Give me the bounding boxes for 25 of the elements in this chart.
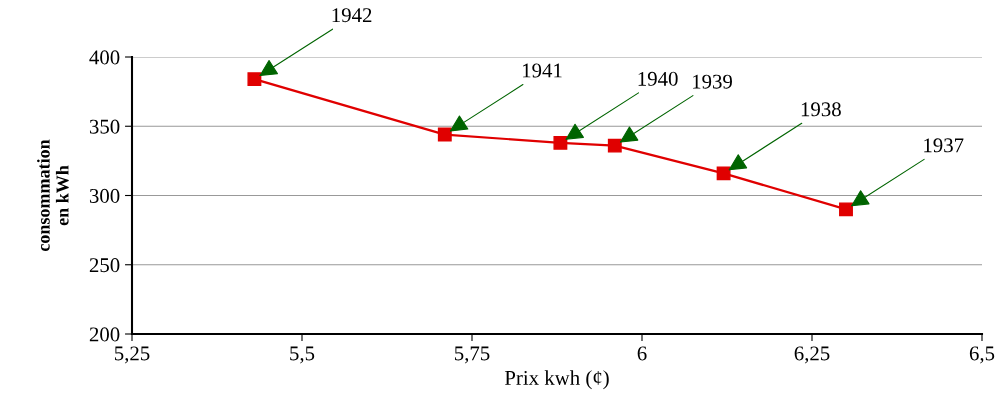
x-tick-label: 6 xyxy=(637,346,647,361)
annotation: 1941 xyxy=(523,63,562,78)
y-axis-title: consommation en kWh xyxy=(37,139,69,252)
x-axis-title: Prix kwh (¢) xyxy=(504,370,609,390)
annotation: 1939 xyxy=(693,74,732,89)
point xyxy=(607,138,622,153)
point xyxy=(247,72,262,87)
annotation: 1937 xyxy=(924,138,964,153)
x-tick-label: 5,25 xyxy=(114,346,150,364)
point xyxy=(839,202,853,217)
y-tick-label: 400 xyxy=(89,50,120,65)
y-tick-label: 350 xyxy=(89,119,120,134)
x-tick-label: 5,75 xyxy=(454,346,490,364)
annotation: 1940 xyxy=(638,71,678,86)
point xyxy=(437,127,452,142)
x-tick-label: 6,25 xyxy=(794,346,830,364)
annotation: 1938 xyxy=(801,102,841,117)
annotation: 1942 xyxy=(332,8,372,23)
y-tick-label: 250 xyxy=(89,258,120,273)
x-tick-label: 5,5 xyxy=(290,346,315,364)
y-tick-label: 300 xyxy=(89,188,120,203)
y-tick-label: 200 xyxy=(89,327,120,342)
point xyxy=(716,166,731,181)
point xyxy=(553,135,568,150)
x-tick-label: 6,5 xyxy=(969,346,995,364)
